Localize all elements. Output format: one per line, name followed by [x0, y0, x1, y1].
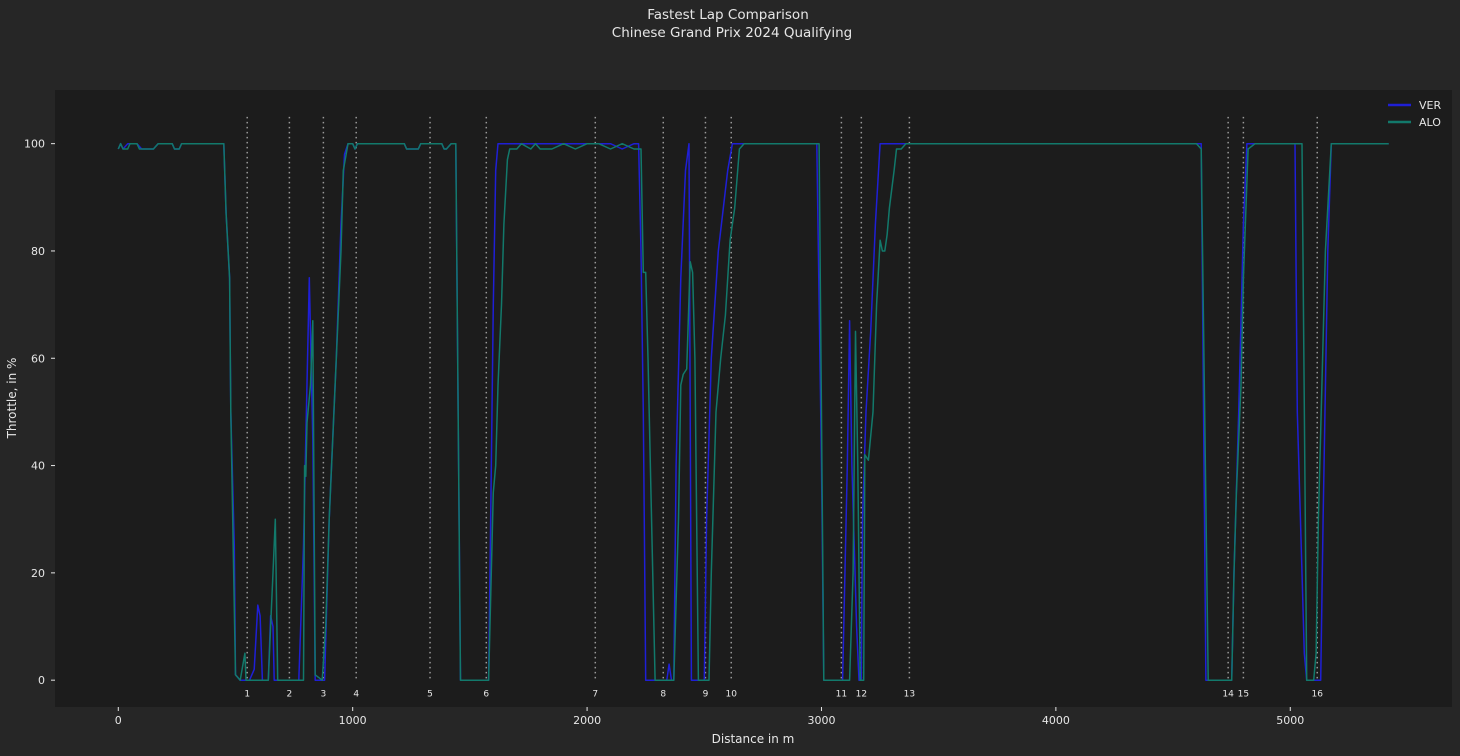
- y-tick-label: 20: [31, 567, 45, 580]
- y-tick-label: 60: [31, 352, 45, 365]
- series-line-alo: [117, 142, 1389, 681]
- corner-label: 9: [703, 689, 709, 699]
- corner-label: 1: [244, 689, 250, 699]
- x-tick-label: 3000: [807, 714, 835, 727]
- corner-label: 15: [1238, 689, 1249, 699]
- corner-label: 8: [660, 689, 666, 699]
- corner-label: 12: [856, 689, 867, 699]
- corner-markers: 1 2 3 4 5 6 7 8 9 10 11 12 13 14 15 16: [244, 116, 1323, 699]
- x-tick-label: 4000: [1042, 714, 1070, 727]
- chart-subtitle: Chinese Grand Prix 2024 Qualifying: [612, 25, 852, 41]
- corner-label: 2: [287, 689, 293, 699]
- corner-label: 14: [1222, 689, 1234, 699]
- corner-label: 4: [353, 689, 359, 699]
- plot-area: [55, 90, 1452, 707]
- chart-title: Fastest Lap Comparison: [647, 7, 809, 23]
- corner-label: 6: [483, 689, 489, 699]
- x-axis-ticks: 0 1000 2000 3000 4000 5000: [115, 707, 1304, 727]
- y-axis-label: Throttle, in %: [5, 358, 19, 440]
- x-axis-label: Distance in m: [712, 732, 795, 746]
- y-tick-label: 0: [38, 674, 45, 687]
- x-tick-label: 5000: [1276, 714, 1304, 727]
- x-tick-label: 2000: [573, 714, 601, 727]
- corner-label: 10: [726, 689, 738, 699]
- y-tick-label: 40: [31, 460, 45, 473]
- corner-label: 7: [592, 689, 598, 699]
- x-tick-label: 0: [115, 714, 122, 727]
- series-lines: [117, 142, 1389, 681]
- corner-label: 5: [427, 689, 433, 699]
- y-tick-label: 100: [24, 138, 45, 151]
- legend: VER ALO: [1388, 99, 1441, 129]
- y-axis-ticks: 0 20 40 60 80 100: [24, 138, 55, 687]
- legend-label-ver: VER: [1419, 99, 1441, 112]
- corner-label: 11: [836, 689, 847, 699]
- x-tick-label: 1000: [339, 714, 367, 727]
- y-tick-label: 80: [31, 245, 45, 258]
- legend-label-alo: ALO: [1419, 116, 1441, 129]
- corner-label: 16: [1311, 689, 1323, 699]
- corner-label: 13: [904, 689, 915, 699]
- corner-label: 3: [321, 689, 327, 699]
